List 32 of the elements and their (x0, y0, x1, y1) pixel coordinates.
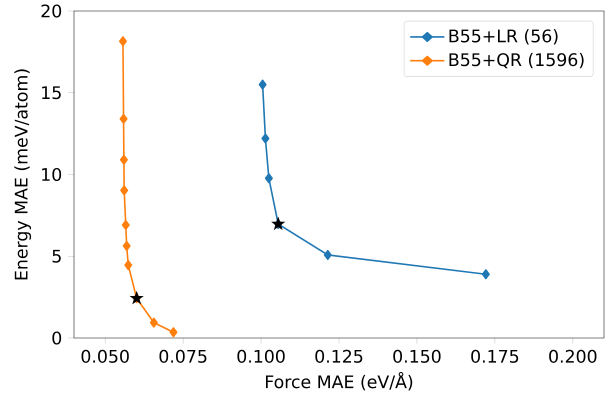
point (272, 217, 285, 230)
x-tick-label: 0.075 (159, 350, 206, 363)
point (130, 291, 144, 304)
point (120, 185, 128, 196)
y-tick-label: 20 (41, 4, 62, 18)
point (122, 240, 131, 252)
point (324, 250, 332, 260)
point (150, 318, 158, 328)
x-tick-label: 0.050 (82, 350, 129, 363)
y-axis-title: Energy MAE (meV/atom) (14, 69, 32, 280)
x-tick-label: 0.125 (315, 350, 362, 363)
point (120, 114, 128, 124)
y-tick-label: 0 (52, 331, 62, 345)
point (258, 80, 267, 90)
x-tick-label: 0.150 (393, 350, 441, 363)
legend-label: B55+LR (56) (450, 29, 558, 45)
point (122, 220, 130, 230)
point (264, 173, 273, 184)
point (124, 260, 132, 270)
legend-label: B55+QR (1596) (450, 52, 584, 68)
y-tick-label: 10 (42, 168, 62, 182)
x-tick-label: 0.100 (237, 350, 285, 363)
point (120, 154, 128, 165)
y-tick-label: 5 (52, 250, 61, 263)
x-tick-label: 0.175 (471, 350, 518, 363)
point (261, 133, 270, 144)
point (482, 269, 490, 280)
x-tick-label: 0.200 (549, 350, 596, 363)
point (169, 327, 178, 338)
y-tick-label: 15 (42, 86, 61, 100)
x-axis-title: Force MAE (eV/Å) (266, 372, 412, 390)
point (118, 36, 127, 46)
